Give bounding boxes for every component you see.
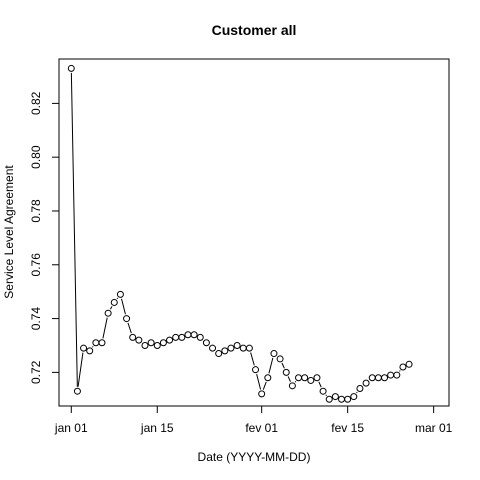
series-points [67, 64, 413, 403]
data-point [153, 341, 161, 349]
data-point [147, 339, 155, 347]
data-point [325, 395, 333, 403]
data-point [80, 344, 88, 352]
data-point [135, 336, 143, 344]
data-point [264, 374, 272, 382]
series-segment [294, 381, 297, 383]
data-point [356, 385, 364, 393]
data-point [338, 395, 346, 403]
series-segment [287, 376, 291, 382]
data-point [123, 315, 131, 323]
data-point [252, 366, 260, 374]
data-point [368, 374, 376, 382]
series-segment [102, 317, 108, 339]
y-tick-label: 0.82 [29, 91, 43, 115]
data-point [295, 374, 303, 382]
y-axis: 0.72 0.74 0.76 0.78 0.80 0.82 [29, 91, 60, 384]
x-tick-label: jan 01 [54, 421, 88, 435]
data-point [67, 64, 75, 72]
data-point [245, 344, 253, 352]
y-tick-label: 0.72 [29, 360, 43, 384]
data-point [319, 387, 327, 395]
data-point [307, 376, 315, 384]
data-point [129, 333, 137, 341]
data-point [166, 336, 174, 344]
y-axis-label: Service Level Agreement [2, 165, 16, 299]
y-tick-label: 0.80 [29, 145, 43, 169]
series-segment [92, 346, 94, 348]
series-segment [325, 394, 327, 396]
data-point [387, 371, 395, 379]
data-point [159, 339, 167, 347]
data-point [190, 331, 198, 339]
data-point [393, 371, 401, 379]
data-point [110, 298, 118, 306]
series-segment [399, 370, 401, 372]
series-segment [116, 297, 119, 300]
series-segment [109, 306, 113, 310]
data-point [331, 393, 339, 401]
x-axis: jan 01 jan 15 fev 01 fev 15 mar 01 [54, 405, 453, 435]
data-point [239, 344, 247, 352]
data-point [381, 374, 389, 382]
data-point [104, 309, 112, 317]
data-point [98, 339, 106, 347]
data-point [313, 374, 321, 382]
data-point [209, 344, 217, 352]
data-point [233, 341, 241, 349]
data-point [86, 347, 94, 355]
data-point [276, 355, 284, 363]
x-tick-label: mar 01 [415, 421, 453, 435]
data-point [215, 350, 223, 358]
series-segment [121, 298, 126, 315]
series-segment [256, 373, 262, 390]
data-point [202, 339, 210, 347]
y-tick-label: 0.78 [29, 199, 43, 223]
data-point [172, 333, 180, 341]
series-segment [262, 381, 267, 390]
y-tick-label: 0.76 [29, 253, 43, 277]
series-segment [70, 72, 78, 387]
x-axis-label: Date (YYYY-MM-DD) [198, 450, 311, 464]
data-point [282, 368, 290, 376]
series-line [70, 72, 401, 396]
plot-frame [58, 58, 450, 407]
data-point [350, 393, 358, 401]
series-segment [250, 352, 255, 366]
data-point [399, 363, 407, 371]
data-point [405, 360, 413, 368]
series-segment [318, 381, 322, 388]
chart-title: Customer all [212, 22, 297, 38]
data-point [270, 350, 278, 358]
data-point [92, 339, 100, 347]
data-point [116, 290, 124, 298]
series-segment [127, 322, 132, 334]
data-point [362, 379, 370, 387]
data-point [258, 390, 266, 398]
data-point [301, 374, 309, 382]
data-point [227, 344, 235, 352]
y-tick-label: 0.74 [29, 307, 43, 331]
data-point [73, 387, 81, 395]
x-tick-label: fev 15 [331, 421, 364, 435]
data-point [344, 395, 352, 403]
series-segment [268, 357, 274, 374]
data-point [374, 374, 382, 382]
data-point [196, 333, 204, 341]
series-segment [356, 391, 358, 394]
data-point [288, 382, 296, 390]
data-point [184, 331, 192, 339]
series-segment [77, 352, 84, 387]
series-segment [281, 362, 285, 369]
x-tick-label: fev 01 [245, 421, 278, 435]
data-point [178, 333, 186, 341]
data-point [221, 347, 229, 355]
x-tick-label: jan 15 [140, 421, 174, 435]
data-point [141, 341, 149, 349]
